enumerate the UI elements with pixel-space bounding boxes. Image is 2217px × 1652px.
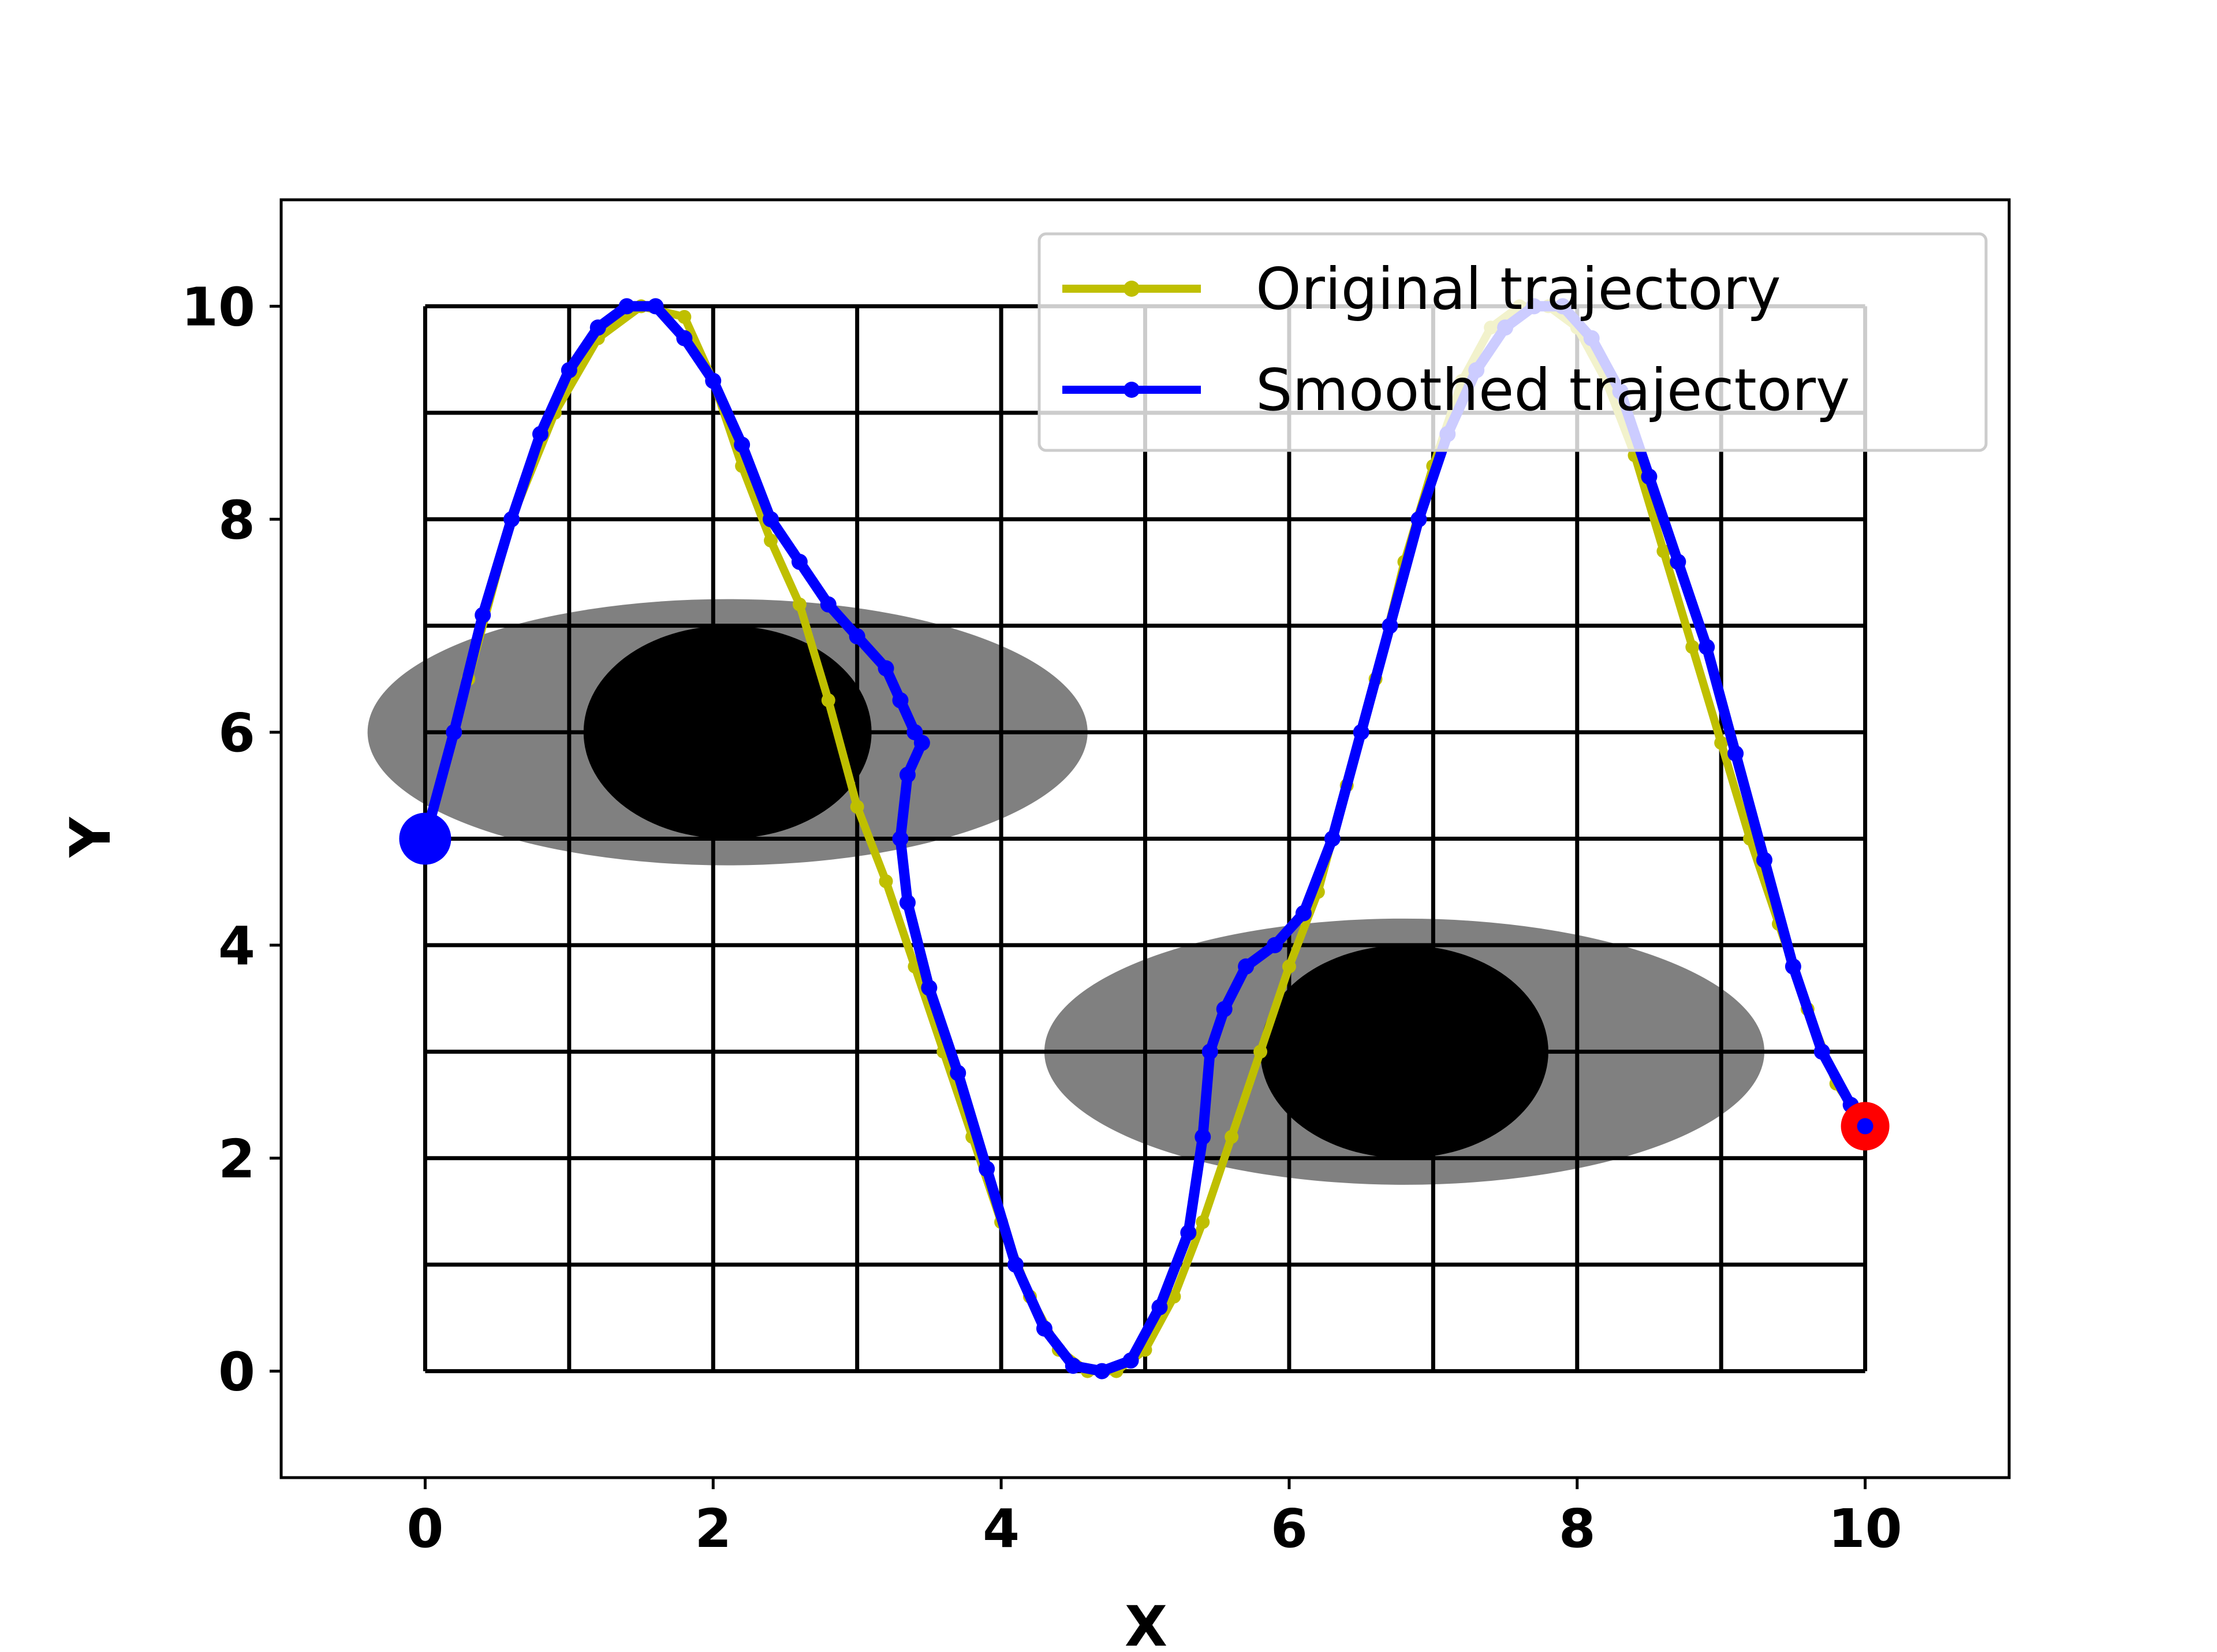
series-2-point [1036,1320,1052,1337]
series-2-point [913,734,930,751]
series-2-point [899,894,916,911]
legend-swatch-marker-1 [1124,281,1140,297]
x-tick-label: 6 [1271,1498,1308,1560]
series-2-point [1151,1299,1168,1315]
series-1-point [1685,640,1700,654]
x-tick-label: 8 [1559,1498,1596,1560]
x-tick-label: 2 [695,1498,731,1560]
y-tick-label: 10 [181,276,255,338]
series-2-point [950,1065,966,1082]
y-tick-label: 6 [218,702,255,764]
series-2-point [1324,830,1341,847]
series-1-point [879,874,893,889]
series-2-point [618,298,635,315]
series-2-point [921,979,938,996]
series-2-point [1699,639,1715,655]
series-2-point [1670,554,1686,570]
series-2-point [892,692,909,708]
series-2-point [446,724,462,741]
y-tick-label: 4 [218,915,255,977]
series-line-1 [421,302,1869,1375]
series-1-point [1196,1215,1210,1229]
goal-marker-center [1857,1118,1873,1135]
series-2-point [705,372,722,389]
series-1-point [677,309,692,324]
obstacle-inner-1 [583,625,872,839]
series-2-point [892,830,909,847]
series-2-point [589,319,606,336]
series-2-point [1180,1224,1197,1241]
plot-area: 0 2 4 6 8 10 0 2 4 6 8 10 [181,198,2011,1560]
series-2-point [1813,1043,1830,1060]
series-1-point [764,534,778,548]
series-2-point [979,1161,995,1177]
x-tick-label: 10 [1828,1498,1902,1560]
series-1-point [850,800,864,814]
series-2-point [647,298,664,315]
obstacle-inner-2 [1260,945,1548,1158]
series-1-point [1714,736,1729,750]
series-2-point [1216,1001,1233,1017]
series-2-point [1093,1363,1110,1379]
x-tick-label: 4 [983,1498,1020,1560]
series-2-point [763,511,779,528]
series-2-point [1238,958,1255,975]
series-2-point [1353,724,1369,741]
series-2-point [1065,1358,1081,1374]
series-2-point [878,660,894,677]
series-2-point [1410,511,1427,528]
series-1-point [792,597,807,611]
y-tick-label: 0 [218,1341,255,1403]
y-tick-label: 8 [218,489,255,551]
series-2-point [899,766,916,783]
series-2-point [676,330,693,346]
series-2-point [503,511,520,528]
legend-label-1: Original trajectory [1256,255,1781,323]
series-2-point [1201,1043,1218,1060]
y-tick-label: 2 [218,1128,255,1190]
series-1-point [821,693,835,707]
series-2-point [1641,468,1658,485]
series-2-point [1727,745,1744,762]
series-2-point [1382,617,1398,634]
legend: Original trajectory Smoothed trajectory [1037,232,1988,452]
x-tick-label: 0 [406,1498,443,1560]
series-2-point [849,628,865,645]
series-2-point [1195,1128,1211,1145]
series-1-point [1656,544,1671,558]
legend-box [1037,232,1988,452]
series-2-point [734,437,751,453]
series-2-point [1122,1352,1139,1369]
series-2-point [475,607,491,624]
series-2-point [1007,1256,1024,1273]
series-2-point [561,362,577,379]
series-2-point [1756,852,1772,868]
series-2-point [1295,905,1312,922]
y-axis-label: Y [58,816,123,858]
start-marker [399,812,451,865]
series-1-point [1253,1045,1268,1059]
series-1-point [1225,1129,1239,1144]
x-axis-label: X [1125,1594,1167,1652]
series-2-point [532,426,548,442]
legend-swatch-marker-2 [1124,382,1140,398]
series-1-point [1282,959,1296,974]
series-2-point [1266,937,1283,953]
series-2-point [1785,958,1801,975]
series-2-point [820,596,837,613]
axes-frame [279,198,2011,1479]
series-2-point [791,554,808,570]
legend-label-2: Smoothed trajectory [1256,356,1850,424]
